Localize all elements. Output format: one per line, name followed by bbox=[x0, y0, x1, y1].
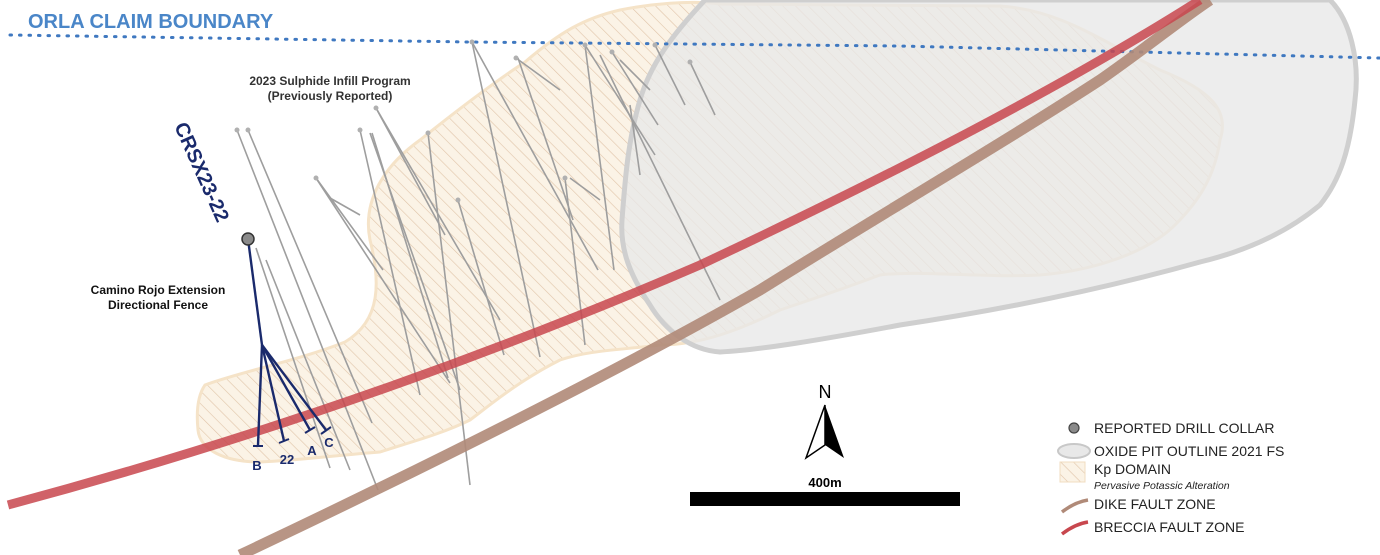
claim-boundary-label: ORLA CLAIM BOUNDARY bbox=[28, 11, 274, 33]
infill-drill-traces bbox=[236, 41, 721, 491]
breccia-line-icon bbox=[1060, 520, 1089, 536]
pit-outline-icon bbox=[1057, 443, 1091, 459]
breccia-fault-zone bbox=[6, 0, 1203, 510]
dike-line-icon bbox=[1060, 498, 1089, 514]
branch-label-22: 22 bbox=[280, 452, 294, 467]
legend-label-pit: OXIDE PIT OUTLINE 2021 FS bbox=[1094, 443, 1284, 459]
scale-bar-label: 400m bbox=[808, 475, 841, 490]
drill-collar bbox=[241, 232, 255, 246]
scale-bar bbox=[690, 492, 960, 506]
drill-hole-id: CRSX23-22 bbox=[169, 119, 233, 225]
branch-label-c: C bbox=[324, 435, 334, 450]
dike-fault-zone bbox=[237, 0, 1214, 555]
legend: REPORTED DRILL COLLAR OXIDE PIT OUTLINE … bbox=[1057, 420, 1284, 536]
fence-subtitle: Directional Fence bbox=[108, 298, 208, 312]
hatched-box-icon bbox=[1059, 461, 1086, 483]
fence-end-ticks bbox=[253, 426, 332, 447]
directional-fence-traces bbox=[246, 238, 327, 446]
legend-label-kp: Kp DOMAIN bbox=[1094, 461, 1171, 477]
oxide-pit-outline bbox=[619, 0, 1359, 355]
branch-label-b: B bbox=[252, 458, 261, 473]
infill-program-title: 2023 Sulphide Infill Program bbox=[249, 74, 410, 88]
circle-icon bbox=[1068, 422, 1080, 434]
north-arrow-label: N bbox=[819, 382, 832, 402]
north-arrow-icon bbox=[804, 404, 844, 460]
infill-program-subtitle: (Previously Reported) bbox=[268, 89, 393, 103]
infill-collars bbox=[234, 39, 693, 203]
legend-label-dike: DIKE FAULT ZONE bbox=[1094, 496, 1216, 512]
branch-label-a: A bbox=[307, 443, 317, 458]
legend-label-breccia: BRECCIA FAULT ZONE bbox=[1094, 519, 1244, 535]
legend-label-collar: REPORTED DRILL COLLAR bbox=[1094, 420, 1275, 436]
legend-sublabel-kp: Pervasive Potassic Alteration bbox=[1094, 480, 1230, 492]
fence-title: Camino Rojo Extension bbox=[91, 283, 226, 297]
